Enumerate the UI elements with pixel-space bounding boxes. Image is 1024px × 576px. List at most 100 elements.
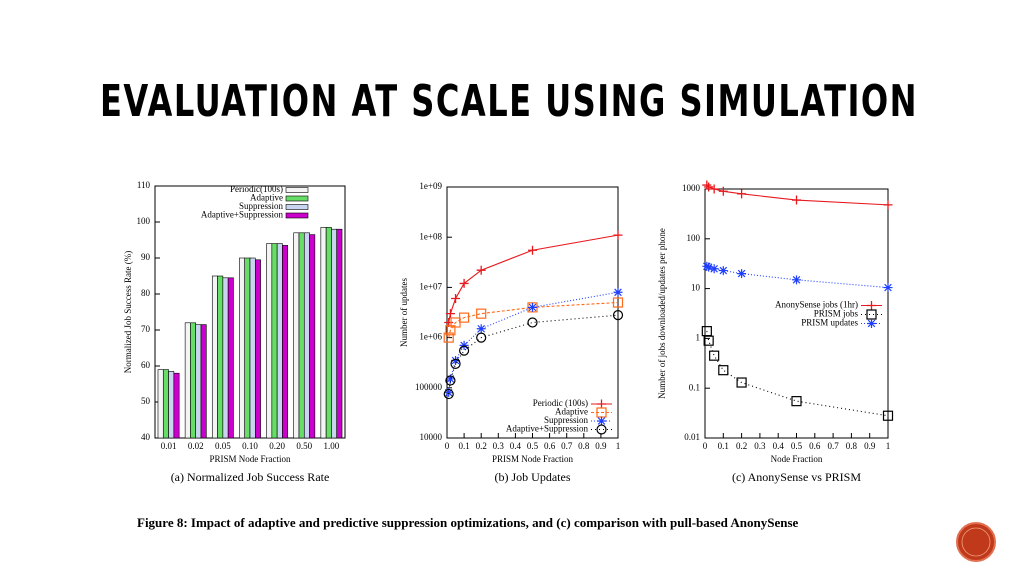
x-tick-label: 0.7 xyxy=(561,441,573,451)
legend-marker xyxy=(596,424,607,435)
x-tick-label: 1 xyxy=(616,441,621,451)
figure-caption: Figure 8: Impact of adaptive and predict… xyxy=(137,515,798,530)
x-tick-label: 0.3 xyxy=(754,441,766,451)
bar xyxy=(331,228,338,439)
bar xyxy=(303,232,310,439)
y-tick-label: 80 xyxy=(141,288,151,298)
marker xyxy=(528,245,537,255)
marker xyxy=(528,302,537,312)
chart-subtitle: (a) Normalized Job Success Rate xyxy=(171,470,330,484)
x-tick-label: 0.1 xyxy=(458,441,469,451)
y-axis-label: Normalized Job Success Rate (%) xyxy=(123,251,133,373)
x-tick-label: 0.10 xyxy=(242,441,258,451)
series-line xyxy=(706,265,889,289)
legend-label: PRISM jobs xyxy=(814,309,859,319)
bar xyxy=(222,277,229,439)
y-tick-label: 1e+09 xyxy=(419,181,442,191)
x-tick-label: 0.5 xyxy=(527,441,539,451)
bar xyxy=(282,245,289,439)
y-tick-label: 100 xyxy=(687,233,701,243)
marker xyxy=(702,261,712,271)
marker xyxy=(704,262,714,272)
marker xyxy=(476,324,486,334)
bar xyxy=(266,243,273,439)
marker xyxy=(718,365,729,376)
bar xyxy=(227,277,234,439)
x-tick-label: 0.02 xyxy=(188,441,204,451)
bar xyxy=(162,369,169,439)
x-tick-label: 0 xyxy=(445,441,450,451)
marker xyxy=(450,358,461,369)
x-tick-label: 0.9 xyxy=(864,441,876,451)
marker xyxy=(445,325,456,336)
legend-label: Periodic (100s) xyxy=(533,398,588,408)
marker xyxy=(451,294,461,304)
bar xyxy=(168,371,175,439)
marker xyxy=(709,264,719,274)
legend-swatch xyxy=(285,195,309,202)
series-line xyxy=(448,234,619,323)
chart: 40 50 60 70 80 90 100 110 PRISM Node Fraction Nor… xyxy=(123,180,346,484)
x-axis-label: Node Fraction xyxy=(771,454,823,464)
x-tick-label: 0.4 xyxy=(510,441,522,451)
marker xyxy=(718,266,728,276)
bar xyxy=(244,257,251,439)
legend-marker xyxy=(866,309,877,320)
legend-marker xyxy=(597,416,606,426)
y-tick-label: 90 xyxy=(141,252,151,262)
marker xyxy=(702,180,712,190)
y-tick-label: 1e+07 xyxy=(419,281,442,291)
decoration xyxy=(956,522,996,562)
legend-label: AnonySense jobs (1hr) xyxy=(775,300,858,310)
x-tick-label: 0.5 xyxy=(791,441,803,451)
legend-marker xyxy=(597,399,606,409)
bar xyxy=(271,243,278,439)
y-tick-label: 50 xyxy=(141,396,151,406)
bar xyxy=(173,372,180,439)
marker xyxy=(709,184,719,194)
marker xyxy=(791,396,802,407)
bar xyxy=(320,227,327,439)
bar xyxy=(276,243,283,439)
bar xyxy=(157,369,164,439)
marker xyxy=(459,345,470,356)
x-tick-label: 0.3 xyxy=(493,441,505,451)
x-tick-label: 0.4 xyxy=(773,441,785,451)
bar xyxy=(325,227,332,439)
marker xyxy=(882,410,894,421)
legend-label: PRISM updates xyxy=(801,318,858,328)
legend-marker xyxy=(867,319,876,328)
marker xyxy=(612,297,624,308)
marker xyxy=(476,308,487,319)
marker xyxy=(792,275,801,285)
series-line xyxy=(706,331,889,417)
marker xyxy=(445,375,456,386)
bar xyxy=(184,322,191,439)
y-tick-label: 40 xyxy=(141,432,151,442)
x-tick-label: 1.00 xyxy=(324,441,340,451)
marker xyxy=(451,355,461,365)
legend-label: Adaptive+Suppression xyxy=(506,424,589,434)
plot-frame xyxy=(704,188,889,439)
x-tick-label: 0.2 xyxy=(736,441,747,451)
marker xyxy=(459,312,470,323)
marker xyxy=(718,186,728,196)
y-tick-label: 10000 xyxy=(420,432,443,442)
bar xyxy=(293,232,300,439)
legend-swatch xyxy=(285,212,309,219)
marker xyxy=(443,332,454,343)
marker xyxy=(709,350,720,361)
marker xyxy=(459,340,469,350)
legend-swatch xyxy=(285,187,309,193)
marker xyxy=(737,189,747,199)
legend-label: Suppression xyxy=(239,201,284,211)
marker xyxy=(459,278,469,288)
marker xyxy=(792,195,801,205)
marker xyxy=(476,265,486,275)
bar xyxy=(309,234,316,439)
y-tick-label: 1e+06 xyxy=(419,332,442,342)
y-axis-label: Number of updates xyxy=(399,278,409,347)
legend-marker xyxy=(867,301,876,310)
